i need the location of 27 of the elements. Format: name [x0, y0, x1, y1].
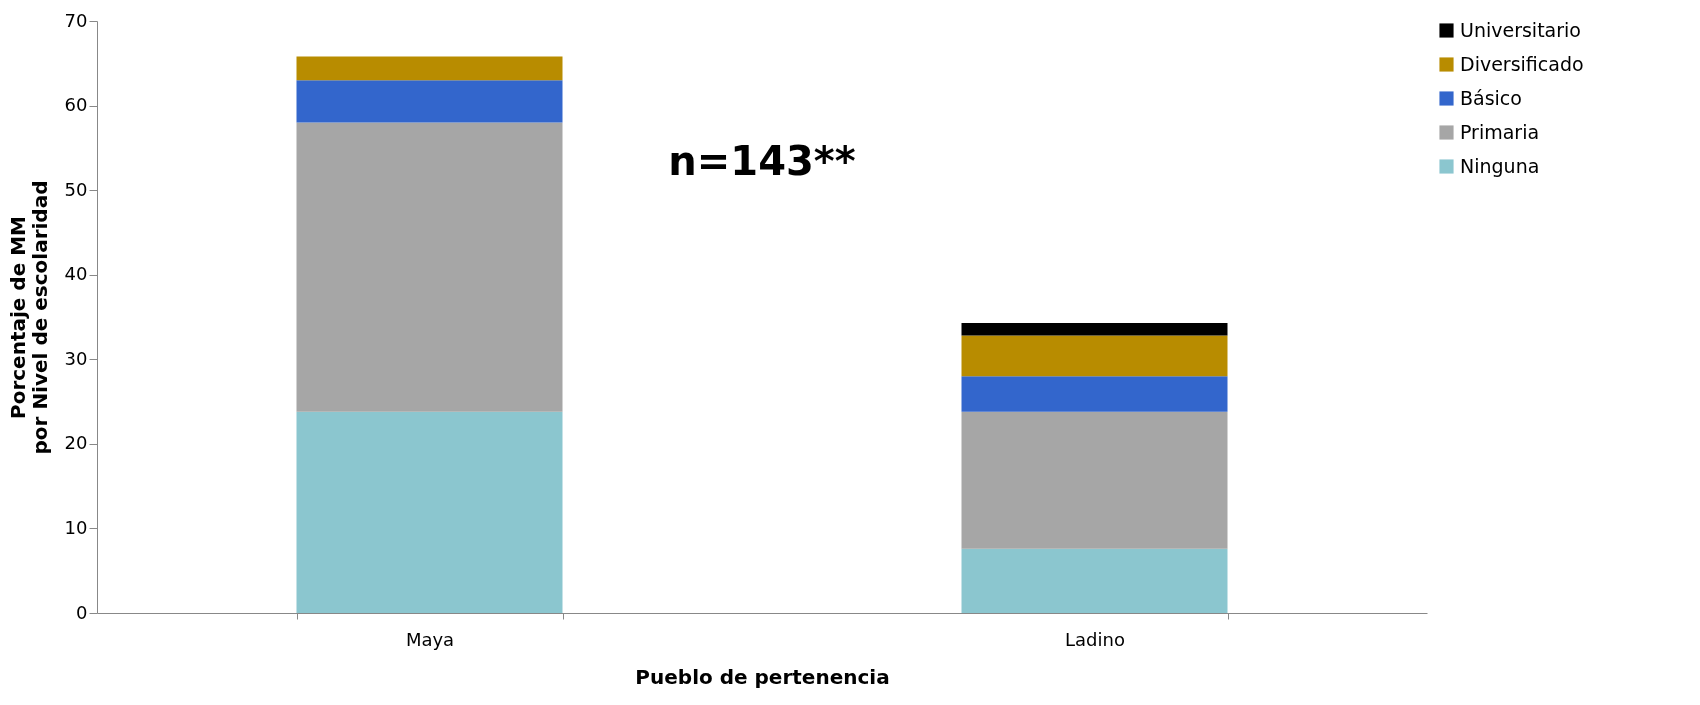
- y-tick-label: 30: [64, 347, 88, 369]
- bar: [296, 411, 563, 613]
- bar: [296, 122, 563, 412]
- legend-label: Básico: [1460, 86, 1522, 109]
- y-tick-label: 40: [64, 263, 88, 285]
- x-tick-label: Ladino: [1065, 628, 1125, 650]
- bar: [961, 335, 1228, 377]
- bar: [296, 80, 563, 123]
- y-tick-label: 50: [64, 178, 88, 200]
- y-tick-label: 20: [64, 432, 88, 454]
- x-axis-title: Pueblo de pertenencia: [635, 664, 890, 689]
- legend-label: Primaria: [1460, 120, 1540, 143]
- y-tick-label: 10: [64, 516, 88, 538]
- bar: [296, 56, 563, 81]
- bar: [961, 548, 1228, 613]
- legend-label: Ninguna: [1460, 154, 1540, 177]
- y-axis-title: Porcentaje de MM por Nivel de escolaridad: [5, 180, 52, 455]
- legend-label: Diversificado: [1460, 52, 1584, 75]
- x-tick-label: Maya: [405, 628, 455, 650]
- y-tick-label: 70: [64, 9, 88, 31]
- annotation: n=143**: [668, 138, 856, 185]
- y-tick-label: 0: [76, 601, 88, 623]
- y-tick-label: 60: [64, 94, 88, 116]
- bar: [961, 376, 1228, 412]
- bar: [961, 411, 1228, 549]
- bar: [961, 322, 1228, 336]
- legend-label: Universitario: [1460, 18, 1581, 41]
